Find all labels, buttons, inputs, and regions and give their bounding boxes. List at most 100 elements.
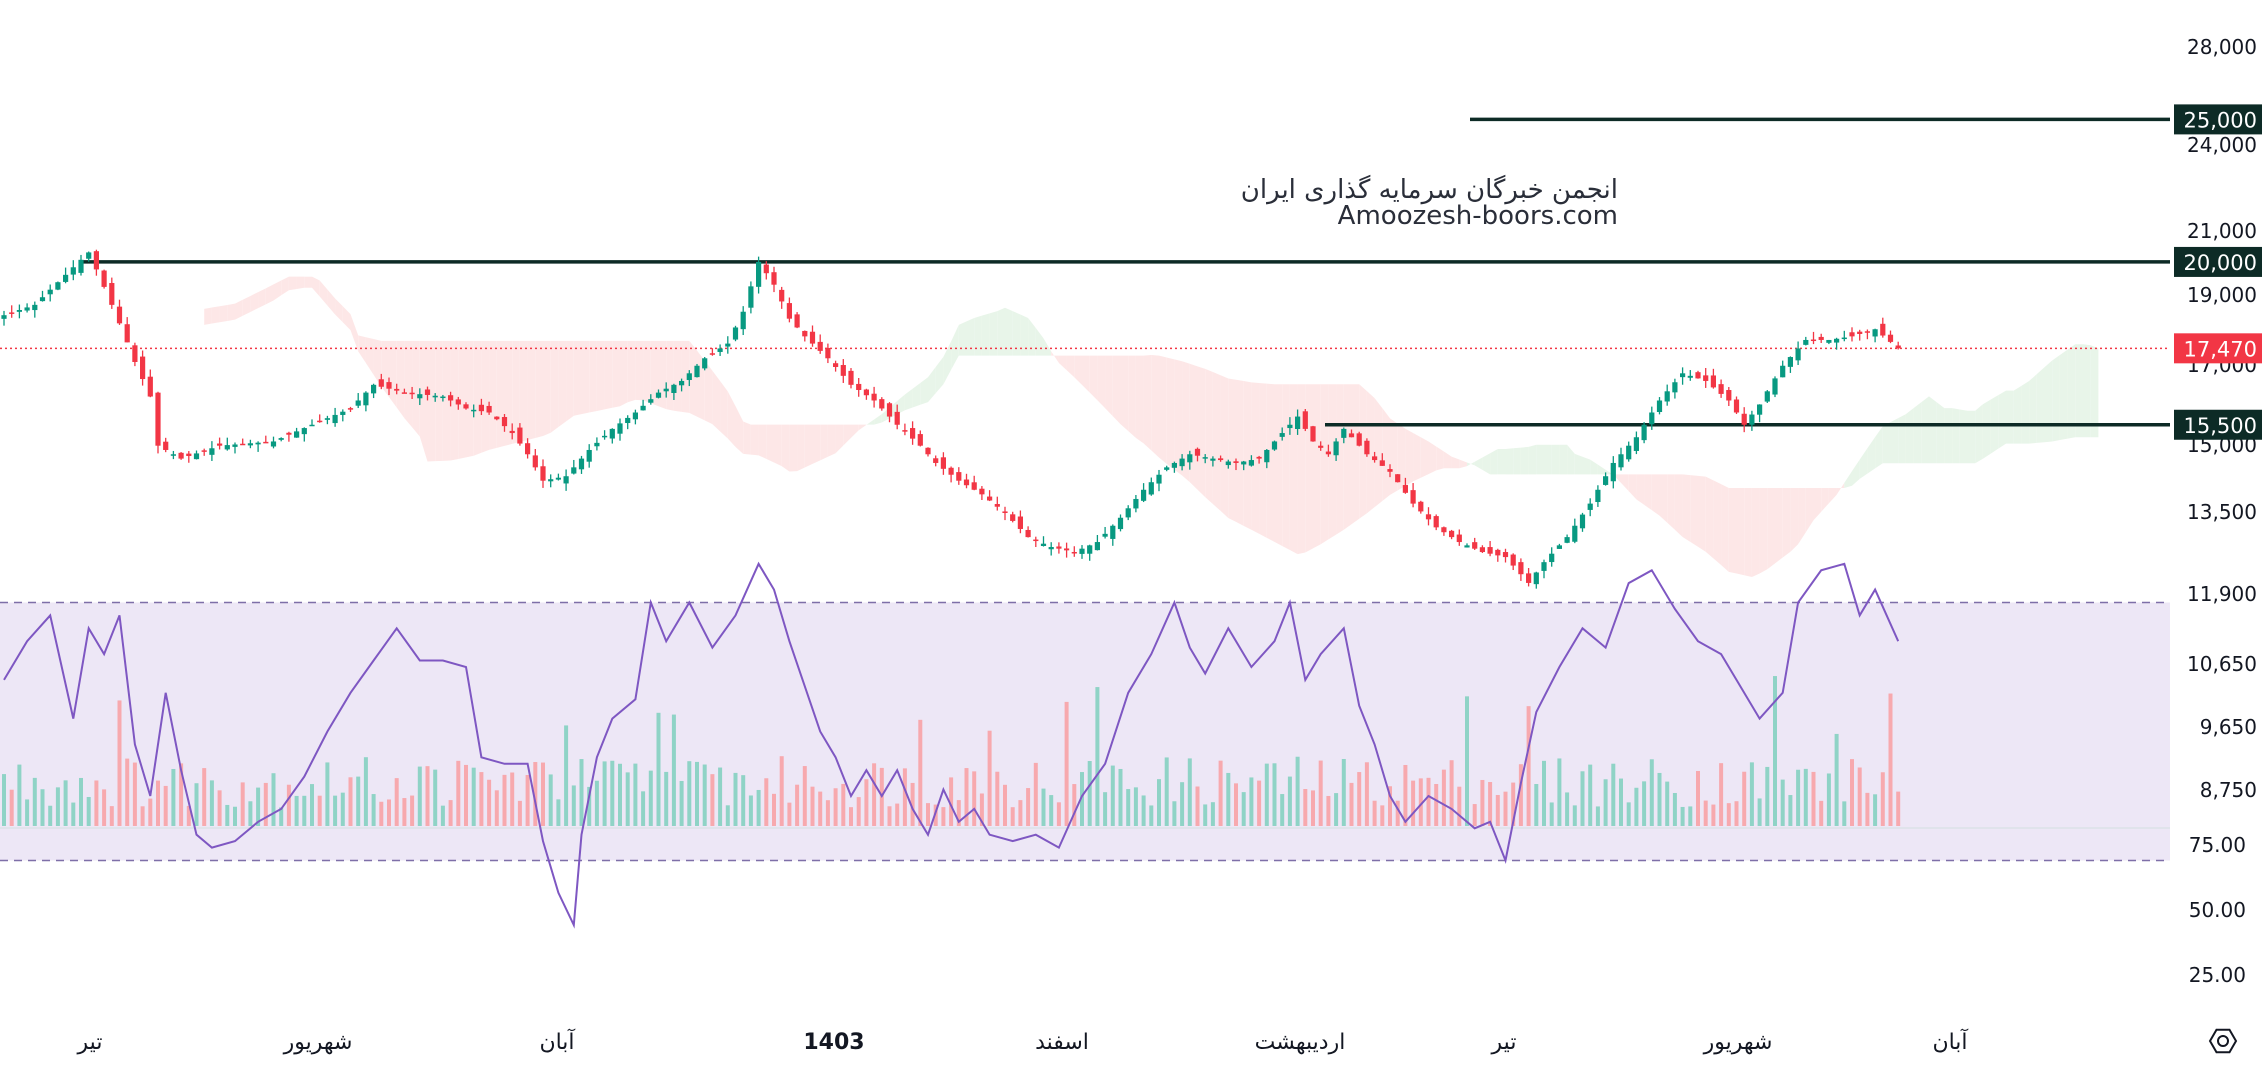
cloud-segment <box>750 424 759 456</box>
volume-bar <box>764 778 769 826</box>
volume-bar <box>1588 764 1593 826</box>
candle-body <box>1202 457 1208 459</box>
volume-bar <box>1549 802 1554 826</box>
volume-bar <box>802 766 807 826</box>
cloud-segment <box>1074 355 1082 385</box>
cloud-segment <box>288 276 297 291</box>
candle-body <box>178 452 184 459</box>
candle-body <box>394 388 400 391</box>
cloud-segment <box>1690 475 1698 547</box>
cloud-segment <box>458 340 466 459</box>
watermark-line2: Amoozesh-boors.com <box>1338 201 1618 231</box>
cloud-segment <box>1621 474 1629 492</box>
candle-body <box>1017 516 1023 529</box>
volume-bar <box>872 763 877 826</box>
candle-body <box>1287 424 1293 429</box>
candle-body <box>933 458 939 463</box>
cloud-segment <box>1975 404 1983 464</box>
volume-bar <box>179 763 184 826</box>
volume-bar <box>1126 789 1131 826</box>
volume-bar <box>1257 780 1262 826</box>
volume-bar <box>1680 806 1685 826</box>
candle-body <box>155 392 161 446</box>
volume-bar <box>55 787 60 826</box>
cloud-segment <box>573 340 582 416</box>
cloud-segment <box>1336 384 1344 535</box>
candle-body <box>209 448 215 455</box>
candle-body <box>717 348 723 352</box>
volume-bar <box>340 792 345 826</box>
candle-body <box>1864 331 1870 333</box>
candle-body <box>1687 375 1693 378</box>
cloud-segment <box>1644 474 1652 511</box>
candle-body <box>1772 378 1778 395</box>
volume-bar <box>956 800 961 826</box>
candle-body <box>1410 490 1416 504</box>
cloud-segment <box>1274 384 1283 546</box>
candle-body <box>825 347 831 359</box>
candle-body <box>563 476 569 484</box>
volume-bar <box>263 782 268 826</box>
candle-body <box>1764 391 1770 402</box>
volume-bar <box>1349 782 1354 826</box>
candle-body <box>1826 339 1832 343</box>
cloud-segment <box>1952 408 1960 464</box>
ichimoku-cloud <box>204 276 2099 577</box>
volume-bar <box>240 782 245 826</box>
cloud-segment <box>1944 408 1953 464</box>
volume-bar <box>171 768 176 826</box>
candle-body <box>1241 461 1247 465</box>
time-label: شهریور <box>283 1030 353 1055</box>
volume-bar <box>1457 786 1462 826</box>
candle-body <box>709 353 715 355</box>
cloud-segment <box>2029 374 2037 444</box>
cloud-segment <box>1551 444 1560 475</box>
price-tick-label: 21,000 <box>2187 219 2257 243</box>
candle-body <box>517 427 523 444</box>
candle-body <box>32 304 38 311</box>
cloud-segment <box>2067 344 2076 439</box>
volume-bar <box>1765 766 1770 826</box>
volume-bar <box>1418 778 1423 826</box>
volume-bar <box>1026 788 1031 826</box>
cloud-segment <box>1913 402 1922 464</box>
candle-body <box>78 259 84 273</box>
candle-body <box>963 479 970 486</box>
cloud-segment <box>1305 384 1313 553</box>
candle-body <box>309 424 315 427</box>
volume-bar <box>1657 772 1662 826</box>
volume-bar <box>1757 798 1762 826</box>
volume-bar <box>1388 786 1392 826</box>
cloud-segment <box>1243 381 1252 530</box>
cloud-segment <box>1467 461 1475 467</box>
cloud-segment <box>396 340 405 419</box>
cloud-segment <box>1705 476 1714 559</box>
volume-bar <box>1072 784 1077 826</box>
volume-bar <box>1826 773 1831 826</box>
candle-body <box>1271 441 1278 450</box>
volume-bar <box>1295 756 1300 826</box>
volume-bar <box>248 801 253 826</box>
cloud-segment <box>1082 355 1090 393</box>
volume-bar <box>1565 792 1570 826</box>
volume-bar <box>294 795 299 826</box>
candle-body <box>1010 514 1016 521</box>
cloud-segment <box>1112 355 1121 425</box>
candle-body <box>1402 485 1408 493</box>
cloud-segment <box>874 414 882 425</box>
candle-body <box>525 443 531 455</box>
candle-body <box>1248 460 1254 466</box>
candle-body <box>201 450 207 452</box>
candle-body <box>532 455 538 468</box>
cloud-segment <box>2021 381 2030 444</box>
cloud-segment <box>2090 345 2099 438</box>
gear-icon[interactable] <box>2208 1028 2238 1054</box>
candle-body <box>1441 527 1447 533</box>
cloud-segment <box>312 276 320 297</box>
candle-body <box>1603 476 1609 485</box>
candle-body <box>686 373 692 381</box>
cloud-segment <box>1051 351 1059 363</box>
candle-body <box>1726 390 1732 401</box>
